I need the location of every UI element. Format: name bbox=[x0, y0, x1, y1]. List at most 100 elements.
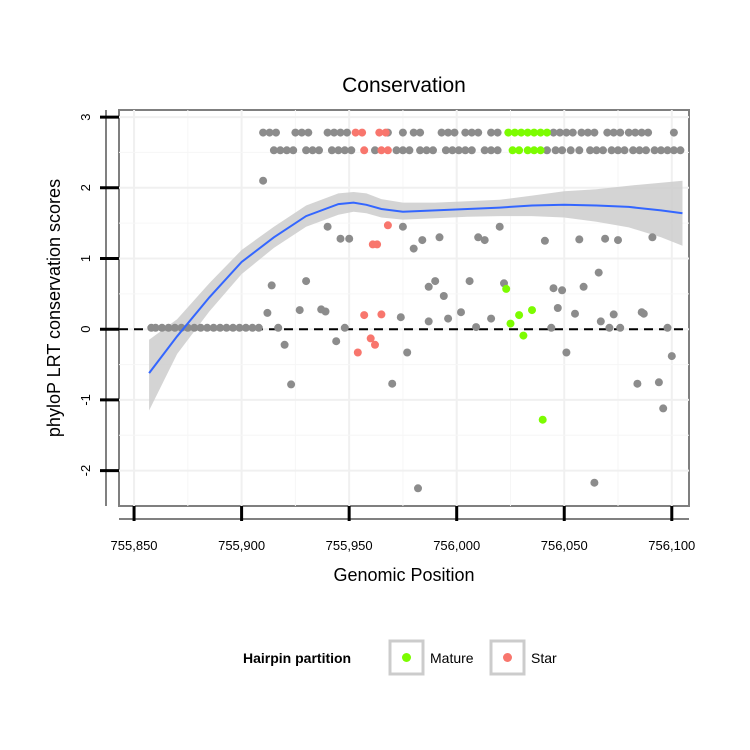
data-point-mature bbox=[517, 128, 526, 137]
data-point-other bbox=[437, 128, 446, 137]
data-point-other bbox=[450, 128, 459, 137]
data-point-other bbox=[663, 146, 672, 155]
x-tick-label: 755,950 bbox=[326, 538, 373, 553]
data-point-other bbox=[444, 128, 453, 137]
data-point-other bbox=[474, 233, 483, 242]
data-point-other bbox=[327, 146, 336, 155]
data-point-other bbox=[575, 235, 584, 244]
data-point-other bbox=[676, 146, 685, 155]
axes: 755,850 755,900 755,950 756,000 756,050 756,1… bbox=[78, 110, 695, 553]
data-point-other bbox=[642, 146, 650, 155]
data-point-other bbox=[487, 314, 496, 323]
data-point-mature bbox=[536, 128, 545, 137]
data-point-other bbox=[467, 146, 476, 155]
data-point-star bbox=[351, 128, 360, 137]
data-point-other bbox=[635, 146, 644, 155]
data-point-other bbox=[323, 222, 332, 231]
data-point-star bbox=[366, 334, 375, 343]
y-tick-label: 0 bbox=[78, 326, 93, 333]
data-point-other bbox=[409, 244, 418, 253]
data-point-other bbox=[480, 236, 489, 245]
data-point-other bbox=[441, 146, 450, 155]
data-point-other bbox=[388, 379, 397, 388]
data-point-mature bbox=[510, 128, 519, 137]
data-point-other bbox=[209, 323, 218, 332]
data-point-other bbox=[222, 323, 231, 332]
legend-swatch-mature bbox=[402, 653, 411, 662]
data-point-other bbox=[241, 323, 250, 332]
data-point-other bbox=[648, 233, 657, 242]
data-point-other bbox=[609, 128, 618, 137]
data-point-other bbox=[493, 146, 502, 155]
data-point-other bbox=[609, 310, 618, 319]
data-point-other bbox=[282, 146, 291, 155]
data-point-other bbox=[444, 314, 453, 323]
data-point-other bbox=[461, 128, 470, 137]
data-point-other bbox=[190, 323, 199, 332]
legend: Hairpin partition Mature Star bbox=[243, 639, 557, 676]
data-point-mature bbox=[506, 319, 515, 328]
data-point-mature bbox=[536, 146, 545, 155]
data-point-other bbox=[616, 323, 625, 332]
data-point-mature bbox=[530, 146, 539, 155]
data-point-mature bbox=[543, 128, 551, 137]
data-point-star bbox=[375, 128, 384, 137]
data-point-other bbox=[235, 323, 244, 332]
data-points bbox=[147, 128, 685, 493]
legend-title: Hairpin partition bbox=[243, 650, 351, 666]
data-point-mature bbox=[508, 146, 517, 155]
data-point-other bbox=[269, 146, 278, 155]
data-point-other bbox=[343, 128, 351, 137]
data-point-other bbox=[276, 146, 285, 155]
data-point-other bbox=[263, 308, 272, 317]
data-point-other bbox=[583, 128, 592, 137]
data-point-other bbox=[396, 313, 405, 322]
data-point-other bbox=[566, 146, 575, 155]
data-point-other bbox=[254, 323, 263, 332]
data-point-other bbox=[409, 128, 418, 137]
data-point-other bbox=[624, 128, 633, 137]
data-point-mature bbox=[504, 128, 513, 137]
data-point-other bbox=[669, 146, 678, 155]
data-point-other bbox=[654, 378, 663, 387]
x-tick-label: 756,050 bbox=[541, 538, 588, 553]
data-point-other bbox=[216, 323, 225, 332]
data-point-other bbox=[345, 234, 354, 243]
data-point-other bbox=[493, 128, 502, 137]
confidence-band-layer bbox=[149, 180, 683, 411]
data-point-other bbox=[558, 286, 567, 295]
data-point-other bbox=[614, 146, 622, 155]
data-point-other bbox=[594, 268, 603, 277]
data-point-other bbox=[323, 128, 332, 137]
chart-title: Conservation bbox=[342, 74, 466, 97]
data-point-other bbox=[592, 146, 601, 155]
data-point-other bbox=[467, 128, 476, 137]
y-tick-label: -2 bbox=[78, 465, 93, 477]
data-point-other bbox=[280, 340, 289, 349]
data-point-other bbox=[414, 484, 422, 493]
data-point-other bbox=[392, 146, 401, 155]
data-point-other bbox=[371, 146, 379, 155]
data-point-other bbox=[629, 146, 638, 155]
panel-background bbox=[118, 109, 690, 507]
data-point-star bbox=[383, 146, 392, 155]
data-point-other bbox=[196, 323, 205, 332]
data-point-other bbox=[669, 128, 678, 137]
data-point-other bbox=[555, 128, 564, 137]
data-point-other bbox=[650, 146, 659, 155]
data-point-mature bbox=[538, 415, 547, 424]
data-point-star bbox=[377, 310, 386, 319]
y-tick-label: 3 bbox=[78, 113, 93, 120]
data-point-other bbox=[586, 146, 595, 155]
data-point-other bbox=[448, 146, 457, 155]
smooth-line bbox=[148, 201, 683, 374]
data-point-other bbox=[568, 128, 577, 137]
x-tick-label: 755,900 bbox=[218, 538, 265, 553]
data-point-other bbox=[422, 146, 431, 155]
data-point-other bbox=[614, 236, 622, 245]
data-point-other bbox=[637, 128, 646, 137]
data-point-star bbox=[360, 146, 369, 155]
data-point-other bbox=[429, 146, 437, 155]
data-point-mature bbox=[502, 284, 511, 293]
data-point-mature bbox=[523, 128, 532, 137]
